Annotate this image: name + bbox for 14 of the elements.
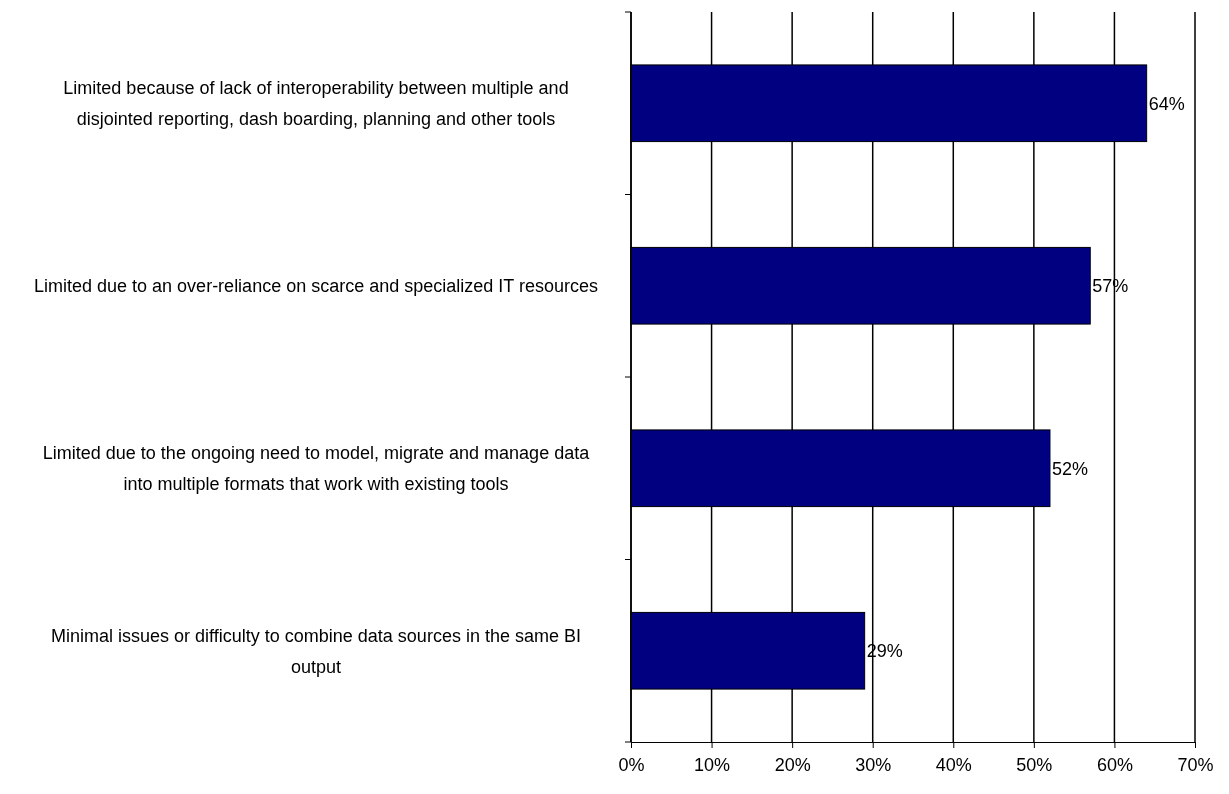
x-tick-label: 70% (1177, 754, 1214, 775)
y-tick-label: Minimal issues or difficulty to combine data sources in the same BI output (51, 625, 581, 677)
y-tick-label: Limited due to an over-reliance on scarce and specialized IT resources (34, 276, 598, 297)
y-tick-label: Limited because of lack of interoperability between multiple and disjointed reporting, dash boarding, planning and other tools (63, 78, 569, 130)
x-tick-label: 50% (1016, 754, 1053, 775)
x-tick-label: 20% (774, 754, 811, 775)
data-label: 64% (1148, 93, 1185, 114)
y-tick-label: Limited due to the ongoing need to model, migrate and manage data into multiple formats that work with existing tools (42, 443, 591, 495)
x-tick-label: 40% (935, 754, 972, 775)
x-tick-label: 60% (1096, 754, 1133, 775)
x-tick-label: 10% (694, 754, 731, 775)
x-tick-label: 30% (855, 754, 892, 775)
data-label: 52% (1051, 458, 1088, 479)
x-tick-label: 0% (618, 754, 645, 775)
